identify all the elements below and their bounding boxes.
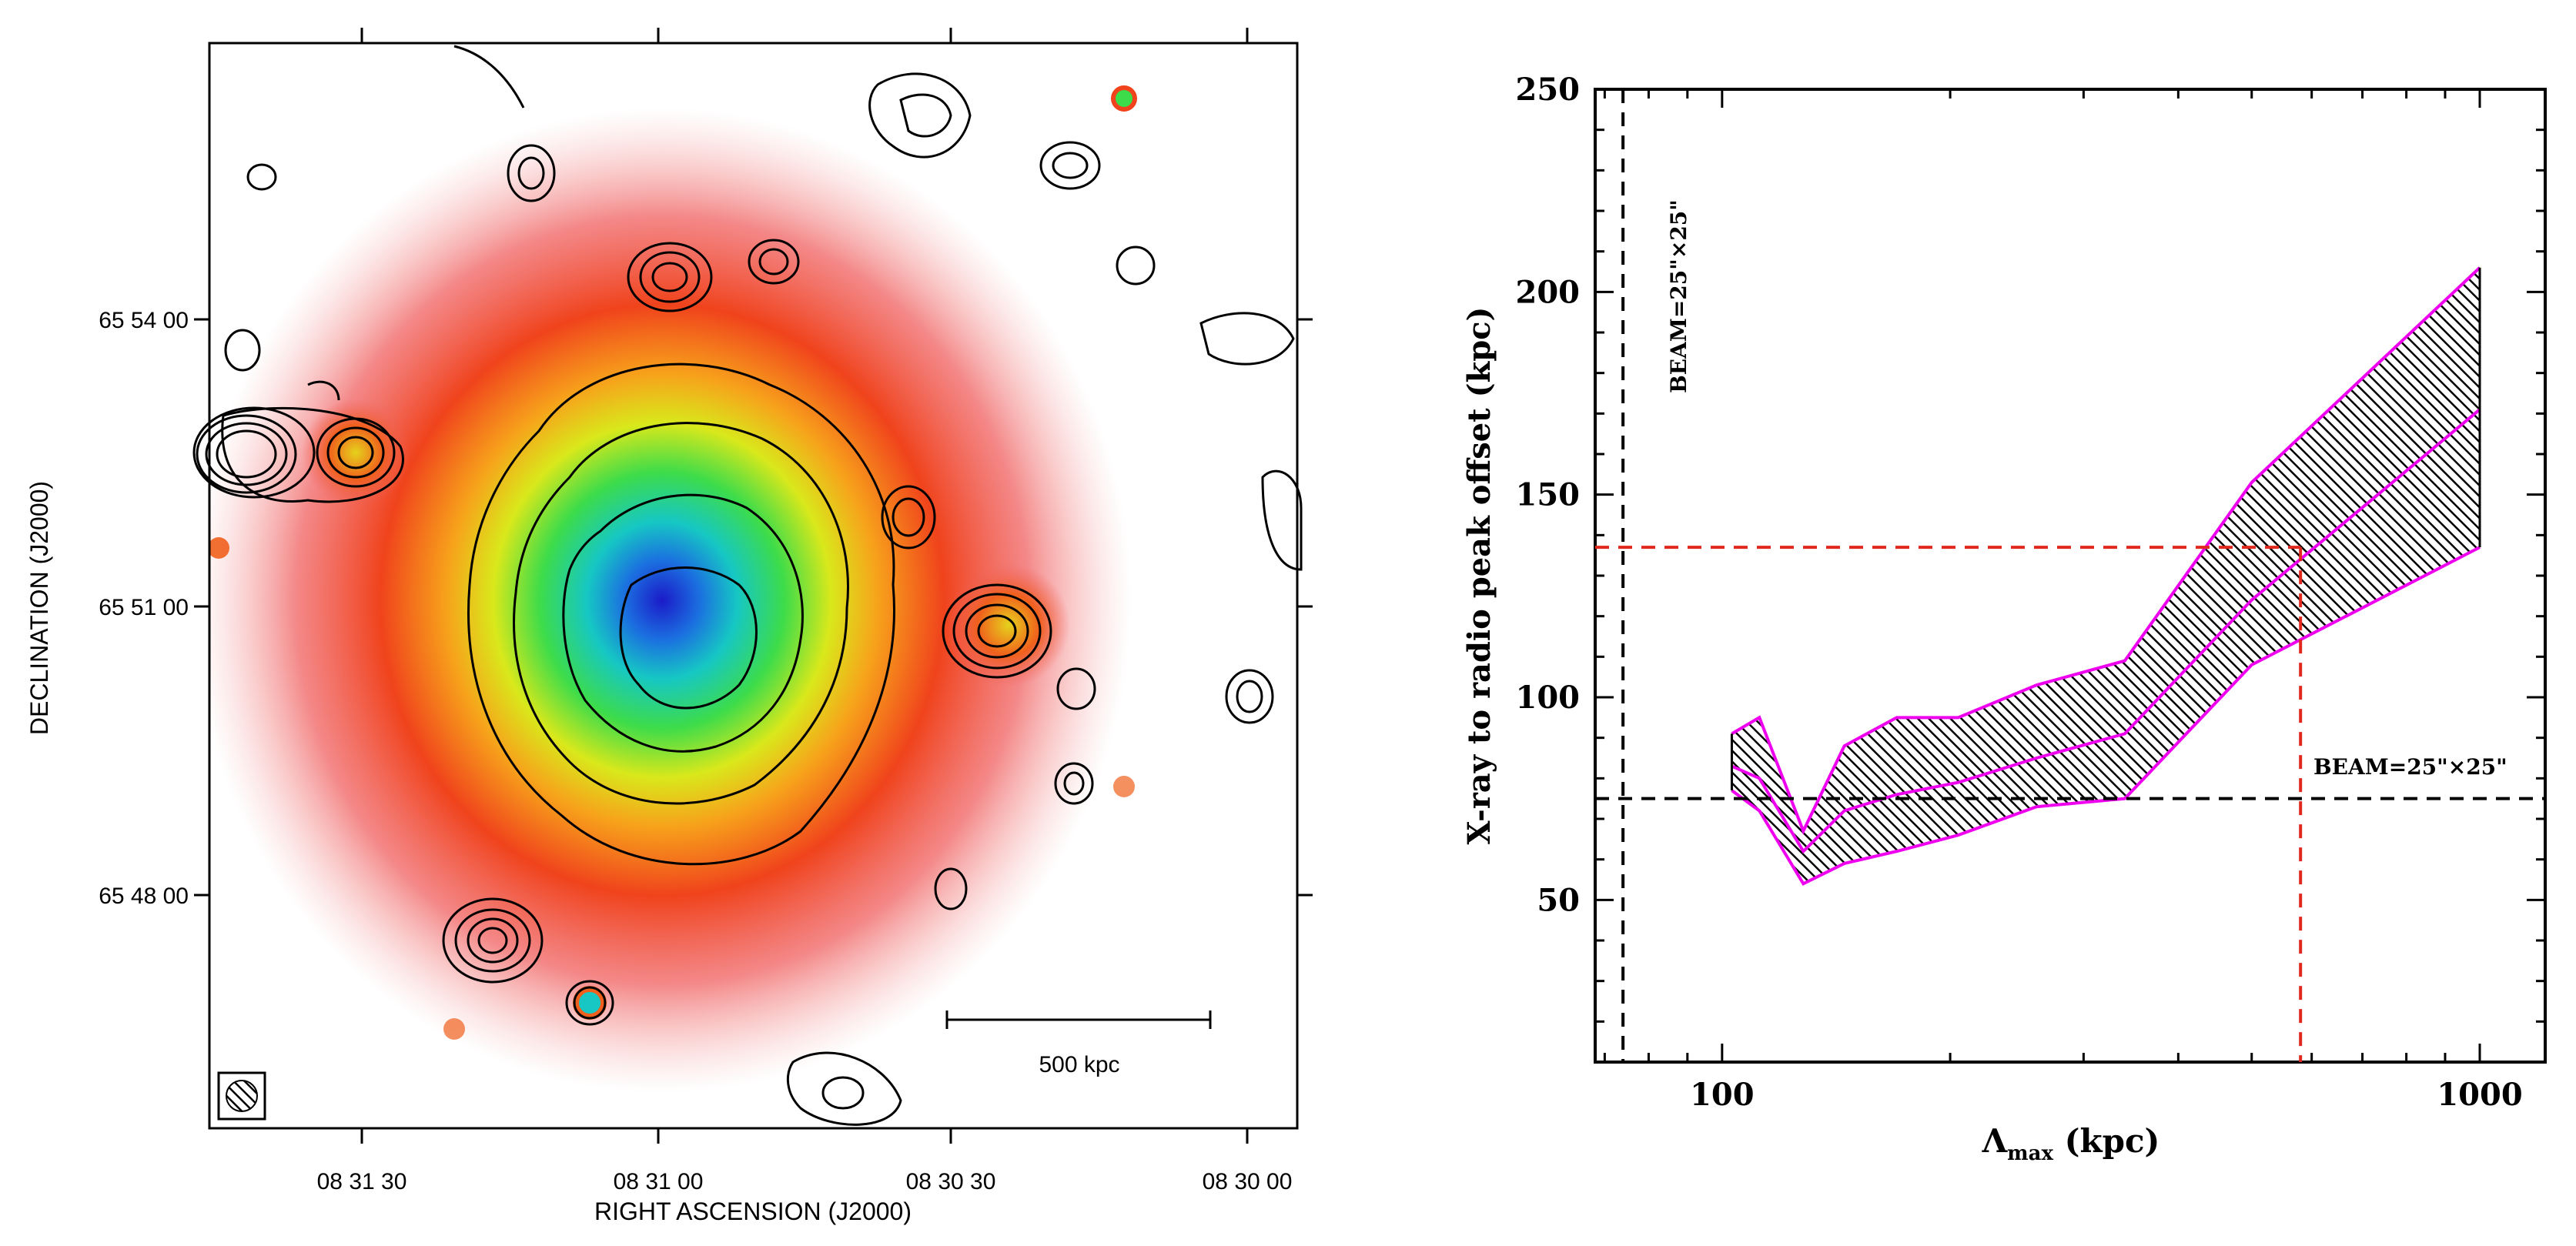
xray-emission-map	[209, 85, 1137, 1093]
y-ticks	[1595, 88, 2545, 1064]
ra-tick-label: 08 30 00	[1203, 1169, 1293, 1194]
beam-label-horizontal: BEAM=25"×25"	[2313, 754, 2507, 780]
y-tick-label: 200	[1516, 274, 1581, 310]
x-tick-label: 100	[1690, 1077, 1755, 1113]
ra-tick-label: 08 31 00	[614, 1169, 704, 1194]
y-axis-label: X-ray to radio peak offset (kpc)	[1461, 307, 1497, 845]
reference-lines	[1595, 89, 2545, 1062]
radio-contours	[192, 45, 1303, 1126]
dec-tick-label: 65 51 00	[99, 595, 189, 620]
series-line-median	[1731, 408, 2481, 854]
point-source-south	[573, 986, 607, 1020]
band-fill	[1731, 267, 2481, 884]
series-line-upper	[1731, 266, 2481, 835]
scale-bar-label: 500 kpc	[1039, 1052, 1119, 1077]
point-source-west	[302, 399, 410, 506]
tick-labels: 50 100 150 200 250 100 1000	[1516, 72, 2523, 1113]
beam-symbol	[217, 1071, 266, 1121]
scale-bar	[945, 1010, 1212, 1029]
offset-band	[1730, 266, 2481, 886]
series-line-lower	[1731, 546, 2481, 886]
x-tick-label: 1000	[2437, 1077, 2522, 1113]
y-tick-label: 100	[1516, 680, 1581, 716]
point-source-east	[947, 563, 1070, 686]
dec-axis-label: DECLINATION (J2000)	[25, 481, 53, 735]
y-tick-label: 150	[1516, 477, 1581, 513]
y-tick-label: 50	[1537, 882, 1580, 918]
y-tick-label: 250	[1516, 72, 1581, 108]
xray-image-panel: 08 31 30 08 31 00 08 30 30 08 30 00 65 5…	[25, 28, 1313, 1225]
x-ticks	[1603, 89, 2481, 1062]
ra-tick-label: 08 30 30	[906, 1169, 996, 1194]
point-source-north	[1111, 85, 1137, 112]
dec-tick-label: 65 48 00	[99, 884, 189, 909]
ra-tick-label: 08 31 30	[317, 1169, 407, 1194]
ra-axis-label: RIGHT ASCENSION (J2000)	[594, 1198, 912, 1225]
x-axis-label: Λmax (kpc)	[1982, 1122, 2160, 1165]
beam-label-vertical: BEAM=25"×25"	[1666, 199, 1691, 393]
offset-plot: 50 100 150 200 250 100 1000 X-ray to radio pea…	[1461, 72, 2547, 1165]
dec-tick-label: 65 54 00	[99, 308, 189, 333]
